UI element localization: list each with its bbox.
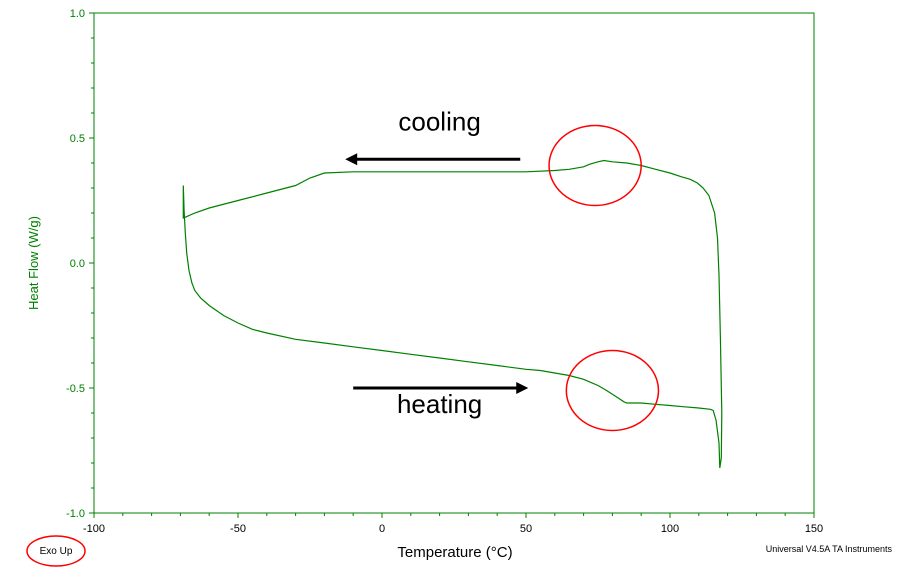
series-line — [182, 159, 723, 469]
annotation-cooling: cooling — [398, 107, 480, 137]
highlight-circle-heating-step — [565, 349, 660, 432]
x-tick-label: -50 — [230, 523, 246, 535]
y-tick-label: 1.0 — [70, 8, 85, 20]
x-tick-label: -100 — [83, 523, 105, 535]
y-tick-label: 0.0 — [70, 258, 85, 270]
highlight-circles — [548, 124, 660, 432]
x-axis-ticks: -100 -50 0 50 100 150 — [83, 513, 823, 535]
exo-up-circle — [26, 535, 86, 567]
exo-up-label: Exo Up — [40, 546, 73, 557]
annotations: cooling heating — [397, 107, 482, 420]
plot-frame — [93, 12, 815, 514]
x-tick-label: 50 — [520, 523, 532, 535]
arrow-head-left — [345, 153, 358, 166]
arrow-head-right — [516, 382, 529, 394]
annotation-heating: heating — [397, 389, 482, 419]
y-axis-title: Heat Flow (W/g) — [26, 216, 41, 310]
highlight-circle-cooling-peak — [548, 124, 642, 207]
x-tick-label: 0 — [379, 523, 385, 535]
y-axis-ticks: -1.0 -0.5 0.0 0.5 1.0 — [66, 8, 94, 520]
x-tick-label: 150 — [805, 523, 823, 535]
direction-arrows — [345, 153, 529, 394]
x-tick-label: 100 — [661, 523, 679, 535]
instrument-footer: Universal V4.5A TA Instruments — [766, 544, 893, 554]
y-tick-label: 0.5 — [70, 133, 85, 145]
y-tick-label: -1.0 — [66, 508, 85, 520]
y-tick-label: -0.5 — [66, 383, 85, 395]
x-axis-title: Temperature (°C) — [397, 544, 512, 561]
